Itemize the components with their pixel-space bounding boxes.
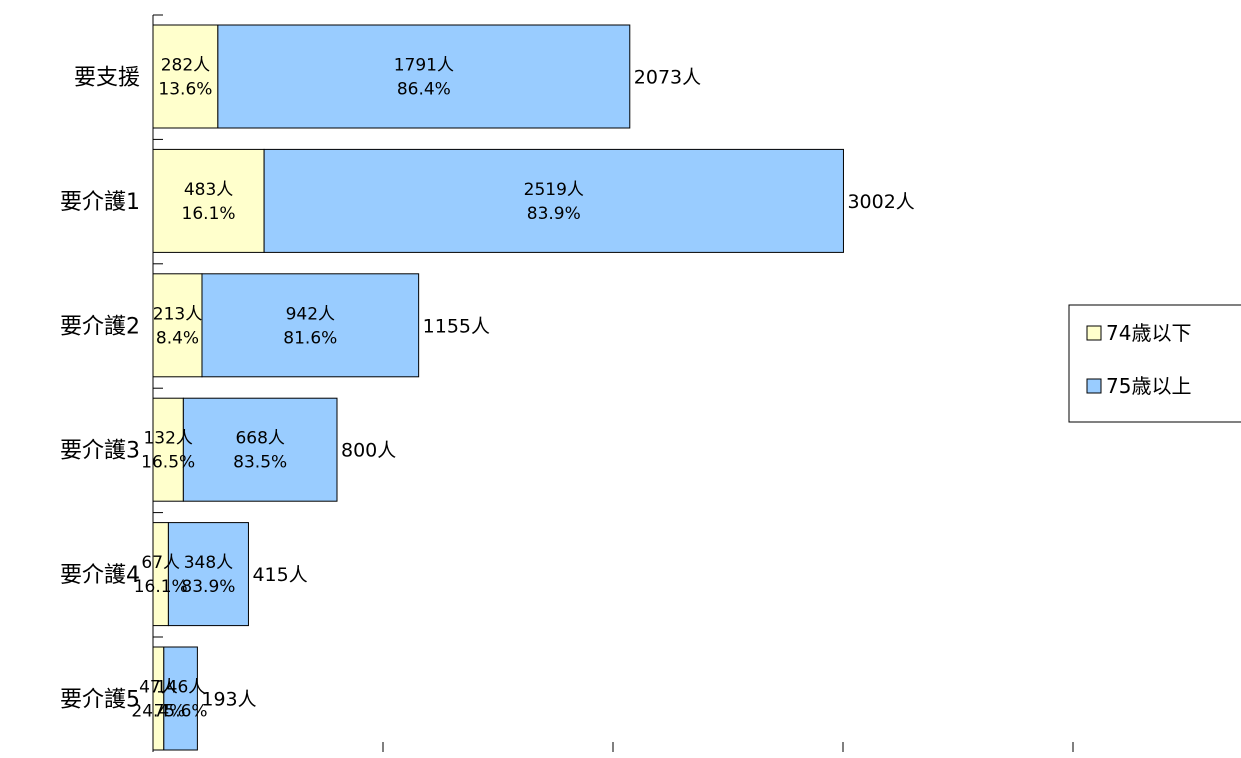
- bar-value-label: 67人: [141, 553, 180, 573]
- bar-percent-label: 83.5%: [233, 453, 287, 473]
- bar-segment: [152, 522, 169, 627]
- bar-total-label: 800人: [341, 440, 396, 462]
- bar-segment: [167, 522, 249, 627]
- bar-segment: [182, 397, 338, 502]
- category-label: 要介護5: [60, 688, 140, 713]
- bar-segment: [152, 24, 219, 129]
- chart-legend: 74歳以下 75歳以上: [1068, 304, 1241, 423]
- bar-percent-label: 81.6%: [283, 328, 337, 348]
- bar-total-label: 415人: [252, 564, 307, 586]
- bar-percent-label: 75.6%: [154, 702, 208, 722]
- bar-total-label: 3002人: [847, 191, 914, 213]
- bar-segment: [163, 646, 198, 751]
- bar-value-label: 213人: [153, 304, 202, 324]
- bar-percent-label: 16.5%: [141, 453, 195, 473]
- category-label: 要支援: [74, 66, 140, 91]
- legend-box: [1068, 304, 1241, 423]
- bar-value-label: 942人: [286, 304, 335, 324]
- bar-percent-label: 86.4%: [397, 80, 451, 100]
- bar-value-label: 348人: [184, 553, 233, 573]
- category-label: 要介護4: [60, 563, 140, 588]
- bar-value-label: 282人: [161, 56, 210, 76]
- bar-value-label: 2519人: [524, 180, 584, 200]
- bar-percent-label: 16.1%: [182, 204, 236, 224]
- bar-percent-label: 13.6%: [158, 80, 212, 100]
- bar-segment: [201, 273, 420, 378]
- category-label: 要介護3: [60, 439, 140, 464]
- chart-axes: [152, 14, 1074, 752]
- bar-segment: [152, 148, 265, 253]
- bar-percent-label: 16.1%: [134, 577, 188, 597]
- bar-segment: [217, 24, 631, 129]
- bar-value-label: 132人: [143, 429, 192, 449]
- bar-value-label: 146人: [156, 678, 205, 698]
- bar-value-label: 1791人: [394, 56, 454, 76]
- bar-percent-label: 83.9%: [527, 204, 581, 224]
- bar-value-label: 668人: [235, 429, 284, 449]
- bar-total-label: 193人: [201, 689, 256, 711]
- bar-percent-label: 83.9%: [181, 577, 235, 597]
- bar-segment: [152, 646, 165, 751]
- bar-value-label: 483人: [184, 180, 233, 200]
- bar-percent-label: 24.4%: [131, 702, 185, 722]
- bar-total-label: 2073人: [634, 67, 701, 89]
- chart-bars: [152, 24, 844, 751]
- bar-segment: [152, 273, 203, 378]
- category-label: 要介護2: [60, 314, 140, 339]
- category-label: 要介護1: [60, 190, 140, 215]
- legend-swatch: [1086, 378, 1102, 394]
- bar-total-label: 1155人: [423, 315, 490, 337]
- bar-segment: [152, 397, 184, 502]
- bar-value-label: 47人: [139, 678, 178, 698]
- legend-label: 74歳以下: [1106, 321, 1191, 345]
- bar-percent-label: 8.4%: [156, 328, 199, 348]
- legend-swatch: [1086, 325, 1102, 341]
- legend-label: 75歳以上: [1106, 374, 1191, 398]
- bar-segment: [263, 148, 844, 253]
